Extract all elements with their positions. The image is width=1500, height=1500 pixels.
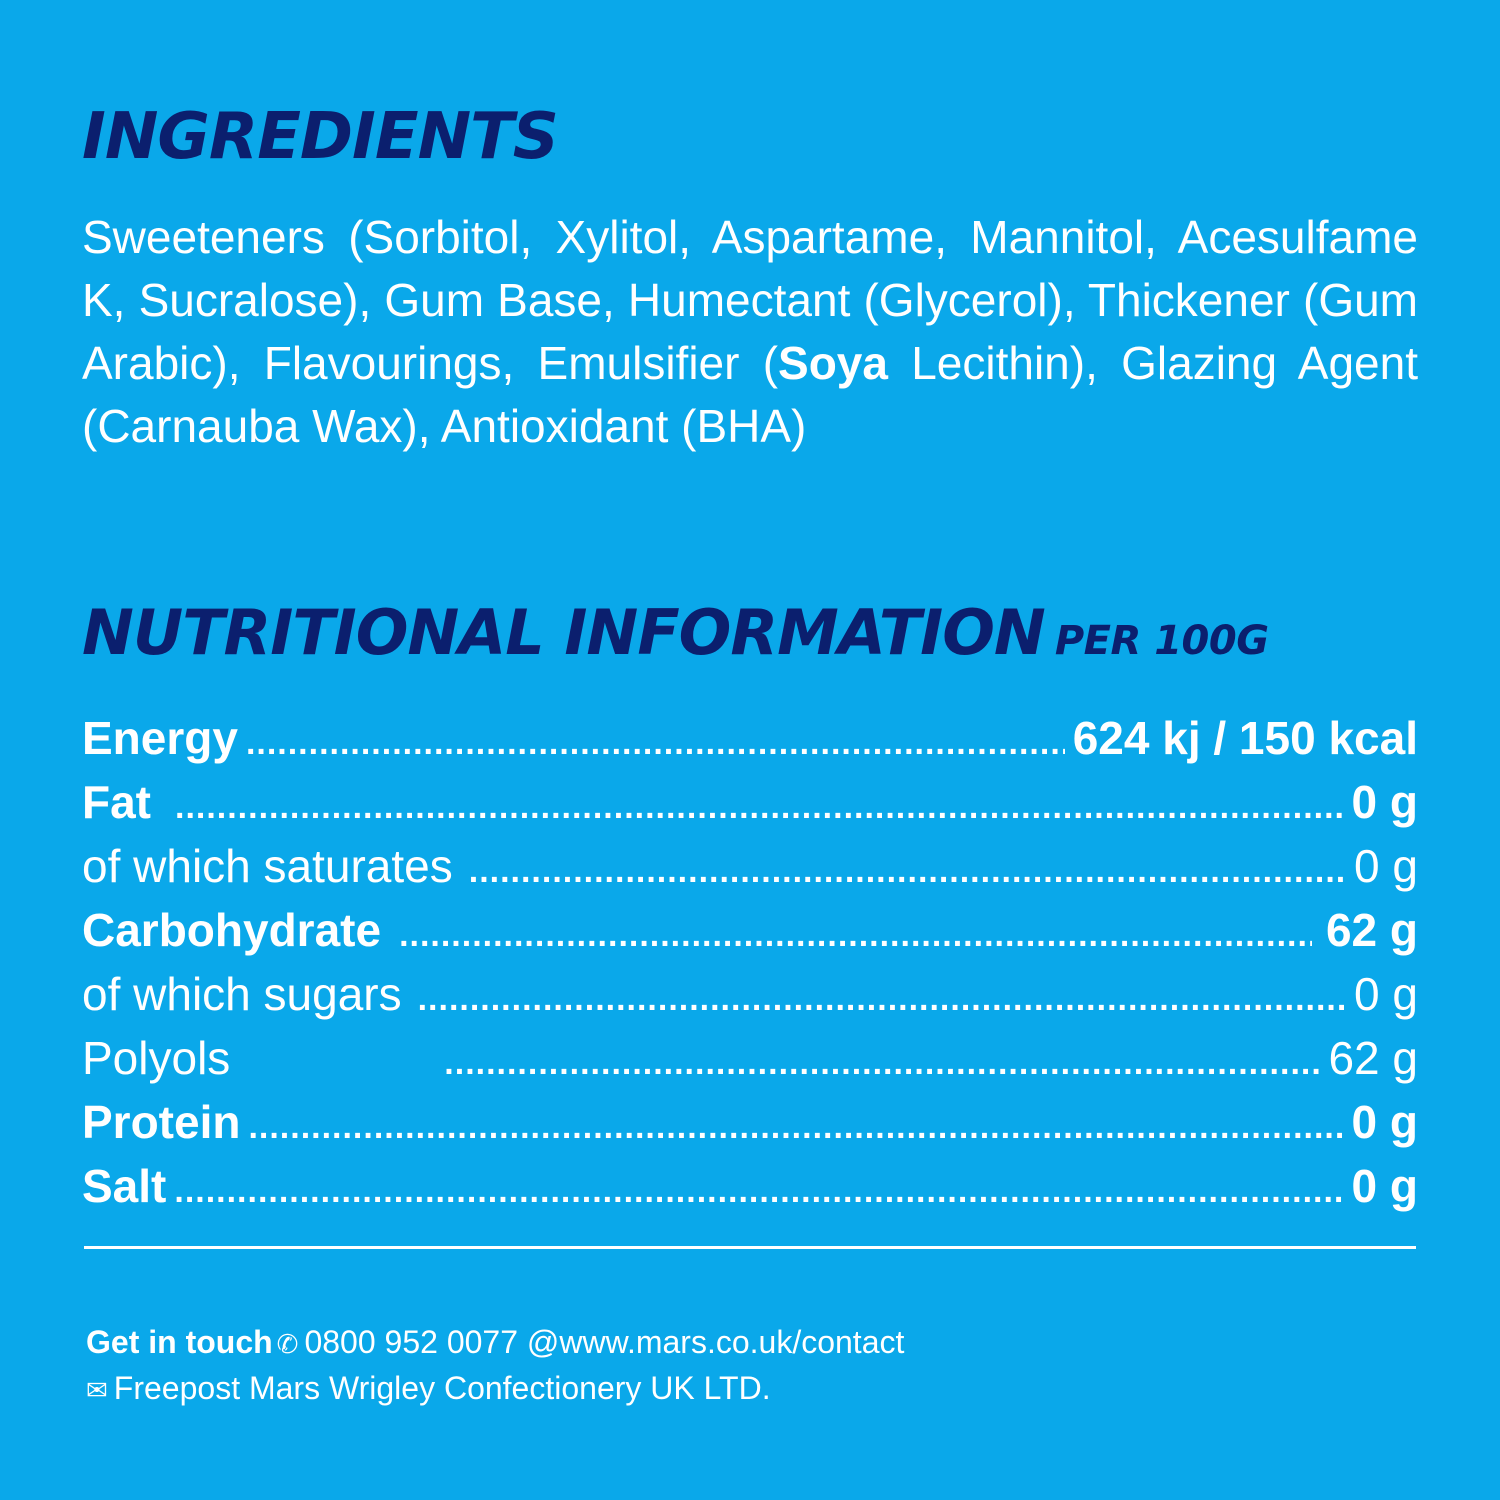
allergen-soya: Soya [778, 337, 888, 389]
nutrition-row-polyols: Polyols 62 g [82, 1026, 1418, 1090]
nutrient-value: 62 g [1325, 904, 1418, 956]
nutrition-heading-title: NUTRITIONAL INFORMATION [82, 596, 1046, 669]
nutrient-label: Fat [82, 776, 151, 828]
nutrition-row-fat: Fat 0 g [82, 770, 1418, 834]
dot-leader [444, 1031, 1320, 1095]
contact-label: Get in touch [86, 1324, 273, 1360]
nutrient-value: 62 g [1328, 1032, 1418, 1084]
nutrient-label: Carbohydrate [82, 904, 382, 956]
ingredients-text-start: Sweeteners (Sorbitol, Xylitol, Aspartame… [82, 211, 1418, 389]
nutrient-value: 0 g [1354, 968, 1418, 1020]
nutrition-row-protein: Protein 0 g [82, 1090, 1418, 1154]
contact-line-1: Get in touch ✆ 0800 952 0077 @www.mars.co.… [86, 1320, 904, 1366]
nutrient-label: of which saturates [82, 840, 453, 892]
ingredients-text-end: Lecithin), Glazing Agent (Carnauba Wax),… [82, 337, 1418, 452]
nutrition-row-salt: Salt 0 g [82, 1154, 1418, 1218]
nutrient-value: 0 g [1351, 1096, 1418, 1148]
nutrient-label: Protein [82, 1096, 241, 1148]
dot-leader [399, 903, 1312, 967]
nutrition-heading: NUTRITIONAL INFORMATION PER 100G [82, 596, 1269, 669]
dot-leader [418, 967, 1346, 1031]
contact-phone: 0800 952 0077 [304, 1324, 518, 1360]
dot-leader [246, 711, 1065, 775]
nutrition-row-sugars: of which sugars 0 g [82, 962, 1418, 1026]
nutrition-row-energy: Energy 624 kj / 150 kcal [82, 706, 1418, 770]
divider-line [84, 1246, 1416, 1249]
dot-leader [248, 1095, 1343, 1159]
contact-address: Freepost Mars Wrigley Confectionery UK L… [113, 1370, 771, 1406]
nutrient-label: Salt [82, 1160, 167, 1212]
nutrient-label: Energy [82, 712, 238, 764]
contact-web: @www.mars.co.uk/contact [526, 1324, 905, 1360]
dot-leader [174, 1159, 1343, 1223]
dot-leader [175, 775, 1344, 839]
contact-info: Get in touch ✆ 0800 952 0077 @www.mars.co.… [86, 1320, 904, 1412]
nutrient-label: Polyols [82, 1032, 231, 1084]
nutrient-value: 0 g [1351, 776, 1418, 828]
phone-icon: ✆ [276, 1329, 299, 1359]
envelope-icon: ✉ [86, 1375, 108, 1405]
ingredients-heading: INGREDIENTS [82, 100, 559, 174]
nutrition-heading-per: PER 100G [1054, 618, 1269, 664]
nutrient-value: 0 g [1354, 840, 1418, 892]
nutrition-row-saturates: of which saturates 0 g [82, 834, 1418, 898]
nutrition-row-carbohydrate: Carbohydrate 62 g [82, 898, 1418, 962]
ingredients-list: Sweeteners (Sorbitol, Xylitol, Aspartame… [82, 206, 1418, 458]
dot-leader [469, 839, 1346, 903]
contact-line-2: ✉ Freepost Mars Wrigley Confectionery UK … [86, 1366, 904, 1412]
label-panel: INGREDIENTS Sweeteners (Sorbitol, Xylito… [82, 0, 1418, 1500]
nutrient-value: 624 kj / 150 kcal [1072, 712, 1418, 764]
nutrient-value: 0 g [1351, 1160, 1418, 1212]
nutrition-table: Energy 624 kj / 150 kcal Fat 0 g of whic… [82, 706, 1418, 1218]
nutrient-label: of which sugars [82, 968, 402, 1020]
